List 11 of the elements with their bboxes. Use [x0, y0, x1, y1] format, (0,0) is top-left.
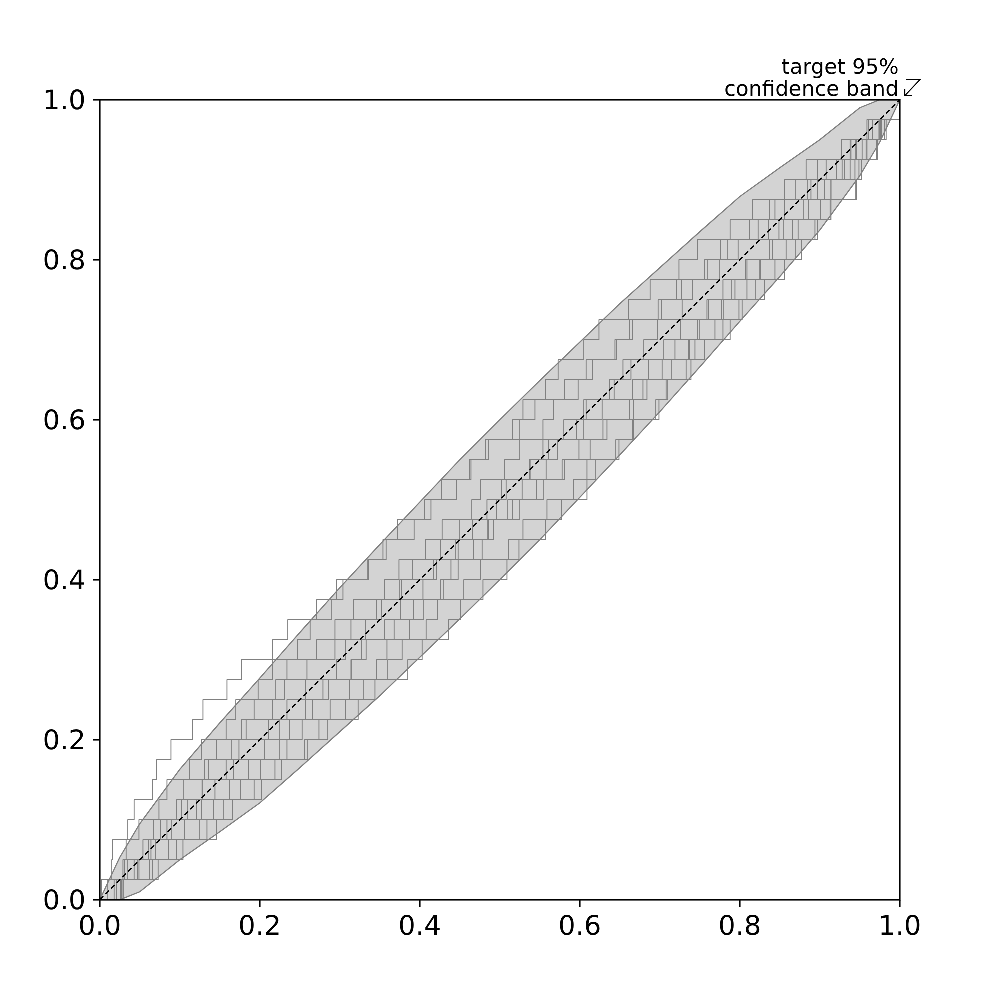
- x-tick-label: 0.2: [238, 911, 282, 942]
- x-tick-label: 0.8: [718, 911, 762, 942]
- y-tick-label: 0.4: [43, 565, 86, 596]
- x-tick-label: 0.4: [398, 911, 442, 942]
- annotation: target 95% confidence band: [724, 55, 899, 101]
- y-tick-label: 0.6: [43, 405, 86, 436]
- y-tick-label: 0.2: [43, 725, 86, 756]
- x-tick-label: 0.6: [558, 911, 602, 942]
- x-tick-label: 1.0: [878, 911, 922, 942]
- y-tick-label: 1.0: [43, 85, 86, 116]
- y-tick-label: 0.8: [43, 245, 86, 276]
